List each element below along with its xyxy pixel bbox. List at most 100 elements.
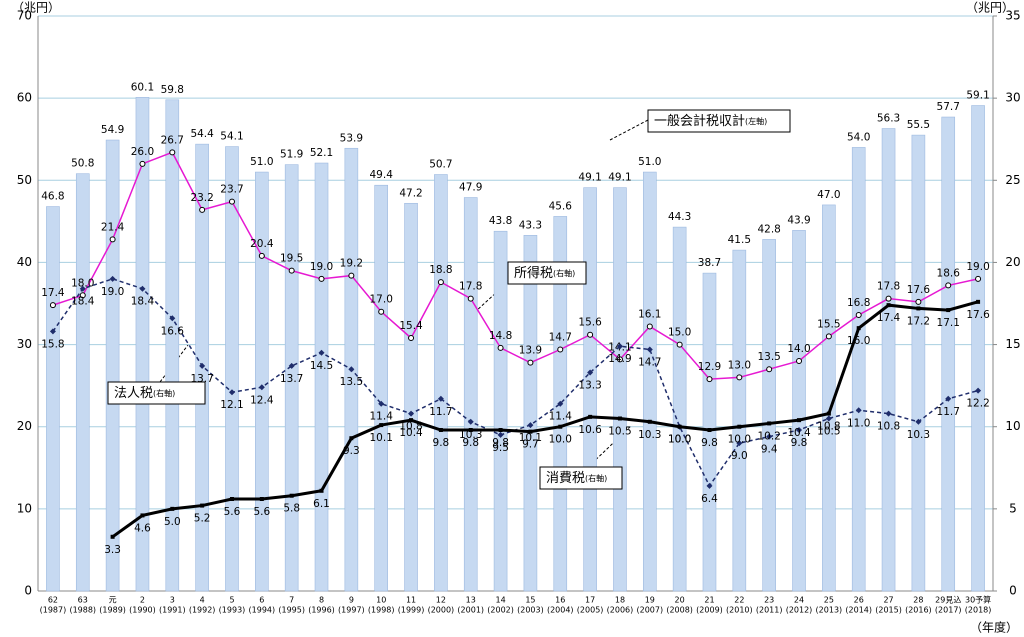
- point-value-label: 10.4: [399, 427, 423, 439]
- x-tick-label: 8: [319, 596, 324, 605]
- point-value-label: 13.9: [519, 345, 542, 357]
- x-tick-label: 12: [436, 596, 446, 605]
- point-value-label: 11.7: [429, 406, 452, 418]
- bar: [971, 105, 985, 592]
- point: [170, 506, 175, 511]
- bar: [493, 230, 508, 592]
- point: [588, 414, 593, 419]
- bar: [941, 116, 956, 592]
- point-value-label: 13.5: [340, 376, 363, 388]
- point-value-label: 9.8: [791, 437, 808, 449]
- point-value-label: 9.3: [343, 445, 360, 457]
- point: [259, 497, 264, 501]
- point: [79, 292, 86, 299]
- point-value-label: 10.2: [757, 430, 780, 442]
- y-tick-label: 20: [17, 419, 32, 433]
- point: [736, 374, 743, 381]
- point: [348, 366, 355, 373]
- x-tick-label: 元: [109, 596, 117, 605]
- point-value-label: 14.7: [549, 332, 572, 344]
- x-tick-year: (1991): [159, 606, 186, 615]
- point: [228, 198, 235, 205]
- bar-value-label: 54.9: [101, 124, 124, 136]
- point-value-label: 9.8: [701, 437, 718, 449]
- point-value-label: 14.5: [310, 360, 333, 372]
- y-tick-label: 0: [24, 584, 32, 598]
- point: [707, 428, 712, 432]
- point: [139, 160, 146, 167]
- point-value-label: 19.5: [280, 253, 303, 265]
- legend-name: 所得税: [514, 265, 553, 281]
- point: [497, 431, 504, 438]
- point-value-label: 10.5: [608, 426, 631, 438]
- x-tick-year: (1990): [129, 606, 156, 615]
- point-value-label: 9.0: [731, 450, 748, 462]
- x-tick-year: (2009): [696, 606, 723, 615]
- point: [975, 275, 982, 282]
- legend-axis-note: (右軸): [553, 268, 575, 278]
- bar: [105, 139, 120, 592]
- legend-entry: 一般会計税収計(左軸): [654, 113, 767, 129]
- point: [199, 362, 206, 369]
- point-value-label: 9.8: [492, 437, 509, 449]
- point-value-label: 20.4: [250, 238, 274, 250]
- legend-entry: 法人税(右軸): [114, 386, 175, 401]
- x-tick-year: (1999): [398, 606, 425, 615]
- point: [169, 149, 176, 156]
- point: [557, 346, 564, 353]
- x-tick-year: (2008): [666, 606, 693, 615]
- bar: [851, 147, 866, 592]
- point-value-label: 18.6: [937, 267, 961, 279]
- legend-axis-note: (右軸): [585, 473, 607, 483]
- legend-axis-note: (左軸): [745, 116, 767, 126]
- point: [946, 308, 951, 313]
- x-tick-year: (2012): [786, 606, 813, 615]
- point-value-label: 15.4: [399, 320, 423, 332]
- point: [915, 298, 922, 305]
- point: [558, 424, 563, 429]
- bar-value-label: 52.1: [310, 147, 333, 159]
- point-value-label: 9.8: [462, 437, 479, 449]
- point-value-label: 10.3: [459, 429, 482, 441]
- bar: [404, 202, 418, 592]
- point-value-label: 10.3: [638, 429, 661, 441]
- point-value-label: 4.6: [134, 522, 151, 534]
- bar-value-label: 59.8: [161, 84, 184, 96]
- y-unit: （兆円）: [12, 1, 60, 15]
- x-tick-label: 23: [764, 596, 774, 605]
- point: [855, 312, 862, 318]
- x-tick-year: (2003): [517, 606, 544, 615]
- bar-value-label: 54.4: [190, 128, 214, 140]
- bar-value-label: 60.1: [131, 81, 154, 93]
- bar: [165, 99, 180, 592]
- x-tick-year: (2010): [726, 606, 753, 615]
- point: [617, 416, 622, 421]
- legend-entry: 消費税(右軸): [546, 471, 607, 486]
- y2-tick-label: 0: [1009, 584, 1017, 598]
- point: [677, 424, 682, 429]
- point-value-label: 17.4: [877, 312, 901, 324]
- point-value-label: 18.8: [429, 264, 452, 276]
- x-tick-label: 62: [48, 596, 58, 605]
- y2-tick-label: 20: [1005, 255, 1020, 269]
- point: [288, 267, 295, 274]
- x-tick-label: 15: [525, 596, 535, 605]
- bar-value-label: 43.9: [787, 214, 810, 226]
- point-value-label: 11.4: [370, 411, 394, 423]
- bar-value-label: 51.9: [280, 149, 303, 161]
- bar: [463, 197, 478, 592]
- x-tick-year: (1996): [308, 606, 335, 615]
- point-value-label: 23.7: [220, 184, 243, 196]
- point-value-label: 5.0: [164, 516, 181, 528]
- point: [318, 349, 325, 356]
- x-tick-label: 7: [289, 596, 294, 605]
- bar-value-label: 50.7: [429, 159, 452, 171]
- legend-name: 一般会計税収計: [654, 113, 745, 129]
- x-tick-year: (2011): [756, 606, 783, 615]
- x-tick-year: (1988): [69, 606, 96, 615]
- x-tick-year: (1994): [249, 606, 276, 615]
- point-value-label: 26.0: [131, 146, 154, 158]
- point-value-label: 16.6: [161, 325, 185, 337]
- bar-value-label: 50.8: [71, 158, 94, 170]
- point-value-label: 13.3: [578, 380, 601, 392]
